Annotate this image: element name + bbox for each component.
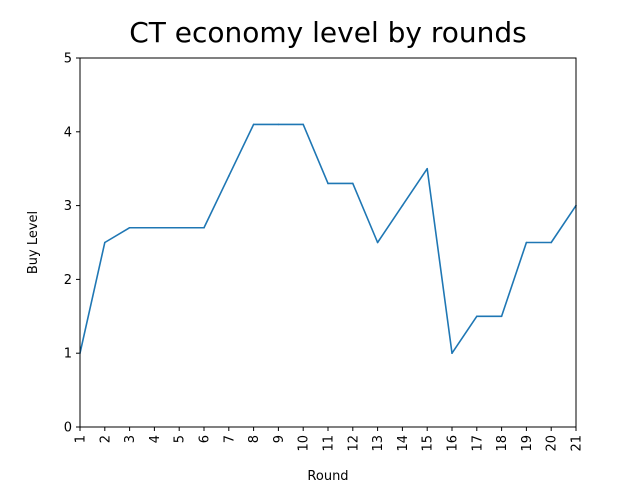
y-tick-label: 0 <box>64 421 72 436</box>
data-point <box>128 226 131 229</box>
x-tick-label: 13 <box>371 435 386 452</box>
x-tick-label: 6 <box>198 435 213 443</box>
data-point <box>500 315 503 318</box>
data-point <box>376 241 379 244</box>
x-tick-label: 17 <box>470 435 485 452</box>
y-tick-label: 2 <box>64 273 72 288</box>
data-point <box>252 123 255 126</box>
data-point <box>104 241 106 244</box>
y-tick-label: 5 <box>64 52 72 67</box>
data-point <box>352 182 354 185</box>
y-tick-label: 1 <box>64 347 72 362</box>
data-point <box>277 123 280 126</box>
x-axis-ticks: 1 2 3 4 5 6 7 8 9 10 11 12 13 14 15 16 17 18 19 20 21 <box>74 427 585 452</box>
data-point <box>476 315 478 318</box>
x-tick-label: 21 <box>570 435 585 452</box>
x-tick-label: 10 <box>297 435 312 452</box>
data-point <box>302 123 305 126</box>
series-layer <box>79 123 577 355</box>
y-axis-ticks: 0 1 2 3 4 5 <box>64 52 80 436</box>
x-tick-label: 1 <box>74 435 89 443</box>
x-tick-label: 20 <box>545 435 560 452</box>
x-axis-label: Round <box>307 469 348 480</box>
data-point <box>228 175 230 177</box>
x-tick-label: 16 <box>446 435 461 452</box>
x-tick-label: 18 <box>495 435 510 452</box>
y-axis-label: Buy Level <box>26 211 41 274</box>
data-point <box>327 182 329 185</box>
x-tick-label: 8 <box>247 435 262 443</box>
x-tick-label: 15 <box>421 435 436 452</box>
data-point <box>550 241 552 244</box>
data-point <box>426 167 429 170</box>
y-tick-label: 3 <box>64 199 72 214</box>
y-tick-label: 4 <box>64 125 72 140</box>
data-point <box>451 352 453 355</box>
x-tick-label: 19 <box>520 435 535 452</box>
x-tick-label: 12 <box>346 435 361 452</box>
x-tick-label: 3 <box>123 435 138 443</box>
chart-title: CT economy level by rounds <box>129 16 527 49</box>
x-tick-label: 5 <box>173 435 188 443</box>
x-tick-label: 9 <box>272 435 287 443</box>
series-line <box>79 123 577 355</box>
x-tick-label: 4 <box>148 435 163 443</box>
data-point <box>153 226 156 229</box>
data-point <box>525 241 528 244</box>
x-tick-label: 14 <box>396 435 411 452</box>
x-tick-label: 11 <box>322 435 337 452</box>
plot-frame <box>79 57 577 428</box>
x-tick-label: 2 <box>98 435 113 443</box>
data-point <box>401 204 404 207</box>
data-point <box>203 226 205 229</box>
x-tick-label: 7 <box>222 435 237 443</box>
data-point <box>178 226 180 229</box>
